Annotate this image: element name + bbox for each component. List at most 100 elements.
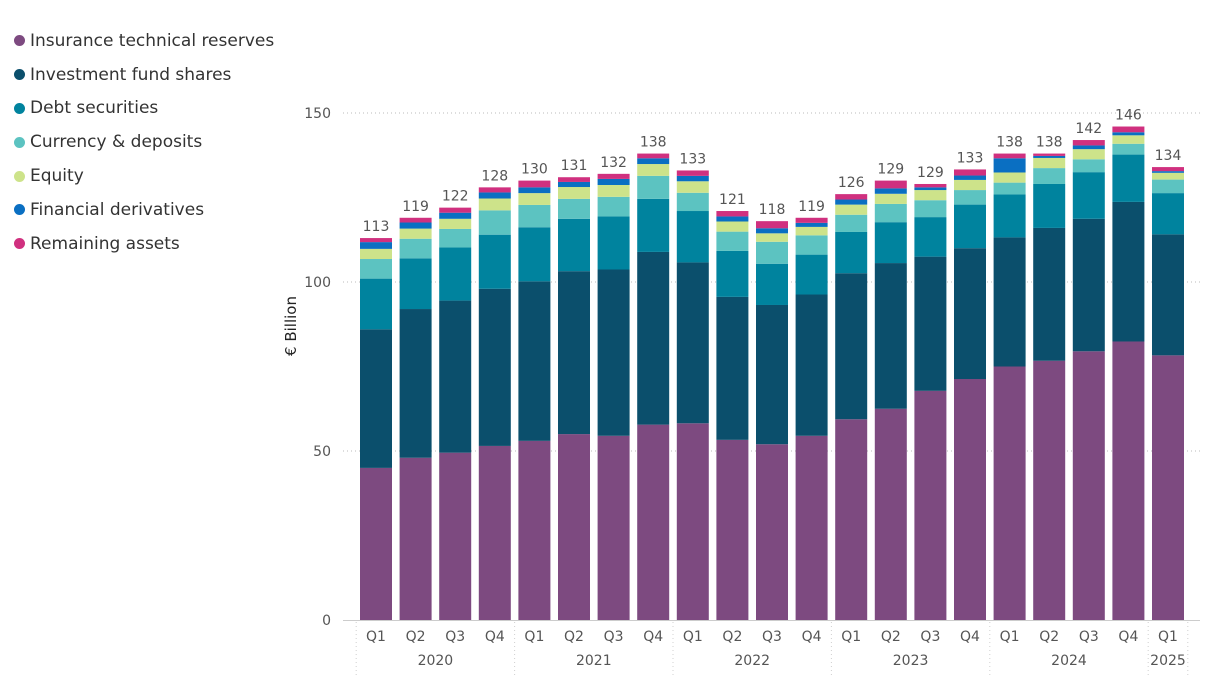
bar-segment[interactable]: [716, 231, 749, 251]
legend-item-financial-derivatives[interactable]: Financial derivatives: [14, 193, 274, 227]
bar-segment[interactable]: [676, 211, 709, 263]
bar-segment[interactable]: [756, 241, 788, 264]
bar-stack[interactable]: [1072, 140, 1105, 620]
bar-segment[interactable]: [518, 193, 551, 205]
bar-segment[interactable]: [914, 390, 947, 620]
bar-segment[interactable]: [1072, 218, 1105, 352]
bar-segment[interactable]: [360, 248, 392, 260]
bar-segment[interactable]: [399, 228, 432, 239]
bar-segment[interactable]: [874, 263, 907, 409]
bar-segment[interactable]: [518, 187, 551, 194]
bar-segment[interactable]: [993, 172, 1026, 183]
bar-stack[interactable]: [716, 211, 749, 620]
bar-segment[interactable]: [558, 187, 590, 199]
bar-stack[interactable]: [597, 173, 630, 620]
bar-segment[interactable]: [1112, 126, 1145, 133]
bar-segment[interactable]: [1072, 140, 1105, 146]
bar-segment[interactable]: [1152, 172, 1184, 180]
bar-stack[interactable]: [1152, 167, 1184, 620]
bar-segment[interactable]: [795, 235, 828, 255]
bar-segment[interactable]: [360, 238, 392, 243]
bar-segment[interactable]: [676, 181, 709, 193]
bar-segment[interactable]: [993, 158, 1026, 173]
bar-segment[interactable]: [597, 269, 630, 436]
bar-segment[interactable]: [518, 180, 551, 188]
bar-segment[interactable]: [795, 254, 828, 295]
bar-segment[interactable]: [874, 203, 907, 223]
bar-stack[interactable]: [795, 217, 828, 620]
bar-segment[interactable]: [558, 271, 590, 435]
bar-segment[interactable]: [874, 188, 907, 194]
bar-segment[interactable]: [756, 304, 788, 445]
bar-segment[interactable]: [399, 238, 432, 259]
bar-segment[interactable]: [954, 248, 986, 380]
bar-stack[interactable]: [360, 238, 392, 620]
bar-segment[interactable]: [439, 452, 472, 620]
bar-segment[interactable]: [914, 187, 947, 191]
bar-segment[interactable]: [993, 366, 1026, 621]
bar-segment[interactable]: [993, 237, 1026, 367]
bar-segment[interactable]: [914, 183, 947, 188]
bar-segment[interactable]: [360, 278, 392, 330]
bar-segment[interactable]: [1033, 157, 1066, 169]
bar-segment[interactable]: [360, 259, 392, 279]
bar-segment[interactable]: [795, 217, 828, 223]
bar-segment[interactable]: [637, 198, 670, 252]
bar-segment[interactable]: [954, 379, 986, 620]
bar-segment[interactable]: [993, 182, 1026, 195]
bar-segment[interactable]: [1033, 153, 1066, 156]
bar-segment[interactable]: [597, 184, 630, 197]
bar-segment[interactable]: [1152, 179, 1184, 194]
bar-segment[interactable]: [835, 273, 868, 420]
bar-segment[interactable]: [518, 227, 551, 282]
bar-segment[interactable]: [874, 180, 907, 189]
bar-segment[interactable]: [478, 210, 511, 235]
bar-segment[interactable]: [1072, 172, 1105, 219]
bar-segment[interactable]: [676, 170, 709, 176]
bar-segment[interactable]: [518, 440, 551, 620]
bar-segment[interactable]: [954, 190, 986, 205]
bar-segment[interactable]: [1033, 168, 1066, 184]
legend-item-currency-deposits[interactable]: Currency & deposits: [14, 125, 274, 159]
bar-segment[interactable]: [360, 329, 392, 468]
bar-segment[interactable]: [795, 222, 828, 227]
bar-segment[interactable]: [835, 231, 868, 274]
bar-segment[interactable]: [716, 296, 749, 440]
bar-segment[interactable]: [478, 445, 511, 620]
bar-stack[interactable]: [439, 207, 472, 620]
bar-stack[interactable]: [756, 221, 788, 620]
bar-segment[interactable]: [1112, 132, 1145, 136]
bar-segment[interactable]: [676, 423, 709, 620]
bar-segment[interactable]: [874, 222, 907, 264]
bar-segment[interactable]: [716, 250, 749, 297]
bar-segment[interactable]: [1072, 145, 1105, 150]
bar-stack[interactable]: [835, 194, 868, 620]
bar-segment[interactable]: [756, 233, 788, 242]
bar-segment[interactable]: [597, 435, 630, 620]
bar-segment[interactable]: [993, 194, 1026, 238]
bar-segment[interactable]: [637, 153, 670, 159]
bar-segment[interactable]: [1033, 227, 1066, 361]
bar-stack[interactable]: [518, 180, 551, 620]
bar-segment[interactable]: [954, 179, 986, 191]
bar-segment[interactable]: [439, 300, 472, 453]
bar-segment[interactable]: [399, 222, 432, 229]
bar-segment[interactable]: [558, 181, 590, 188]
bar-segment[interactable]: [439, 207, 472, 213]
legend-item-investment-fund-shares[interactable]: Investment fund shares: [14, 58, 274, 92]
bar-stack[interactable]: [914, 183, 947, 620]
bar-segment[interactable]: [1152, 234, 1184, 356]
bar-segment[interactable]: [478, 192, 511, 199]
bar-segment[interactable]: [597, 173, 630, 179]
bar-segment[interactable]: [1152, 167, 1184, 172]
bar-segment[interactable]: [1152, 355, 1184, 620]
bar-segment[interactable]: [716, 221, 749, 232]
bar-segment[interactable]: [874, 408, 907, 620]
bar-segment[interactable]: [954, 204, 986, 249]
bar-stack[interactable]: [558, 177, 590, 620]
bar-segment[interactable]: [756, 228, 788, 234]
bar-segment[interactable]: [1112, 135, 1145, 144]
bar-segment[interactable]: [478, 187, 511, 193]
bar-segment[interactable]: [914, 217, 947, 257]
bar-segment[interactable]: [1072, 149, 1105, 160]
